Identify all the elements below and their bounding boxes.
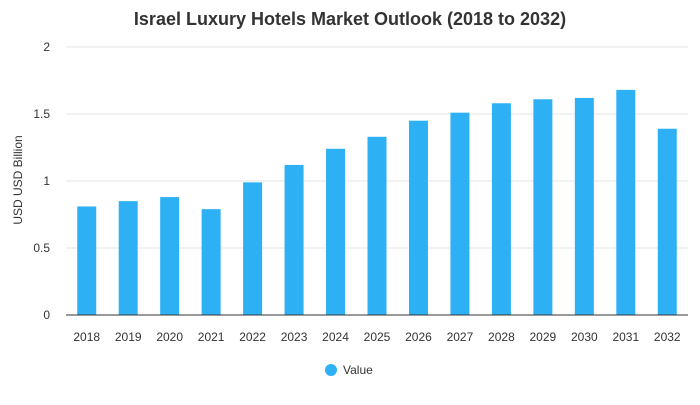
y-tick-label: 1 [43, 174, 50, 188]
x-tick-label: 2028 [488, 330, 515, 344]
bar-2026[interactable] [408, 120, 428, 315]
x-tick-label: 2025 [364, 330, 391, 344]
bar-2023[interactable] [284, 164, 304, 315]
chart-title: Israel Luxury Hotels Market Outlook (201… [134, 9, 566, 29]
bar-2022[interactable] [243, 182, 263, 315]
x-tick-label: 2026 [405, 330, 432, 344]
y-tick-label: 1.5 [33, 107, 50, 121]
x-tick-label: 2032 [654, 330, 681, 344]
x-tick-label: 2029 [530, 330, 557, 344]
y-axis-label: USD USD Billion [11, 135, 25, 224]
x-tick-label: 2022 [239, 330, 266, 344]
y-tick-label: 0.5 [33, 241, 50, 255]
bar-2018[interactable] [77, 206, 97, 315]
bar-2030[interactable] [574, 97, 594, 315]
y-tick-labels: 0 0.5 1 1.5 2 [33, 40, 50, 322]
bar-2021[interactable] [201, 209, 221, 315]
legend[interactable]: Value [325, 363, 373, 377]
x-tick-label: 2030 [571, 330, 598, 344]
bar-2032[interactable] [657, 128, 677, 315]
bar-2031[interactable] [616, 89, 636, 315]
bar-2025[interactable] [367, 136, 387, 315]
bars [77, 89, 677, 315]
x-tick-label: 2020 [156, 330, 183, 344]
bar-2027[interactable] [450, 112, 470, 315]
x-tick-label: 2031 [612, 330, 639, 344]
bar-2019[interactable] [118, 201, 138, 315]
x-tick-label: 2024 [322, 330, 349, 344]
x-tick-label: 2023 [281, 330, 308, 344]
x-tick-label: 2019 [115, 330, 142, 344]
x-tick-labels: 2018 2019 2020 2021 2022 2023 2024 2025 2026 2027… [73, 330, 681, 344]
x-tick-label: 2027 [447, 330, 474, 344]
x-tick-label: 2021 [198, 330, 225, 344]
legend-swatch-icon [325, 364, 337, 376]
y-tick-label: 0 [43, 308, 50, 322]
bar-2020[interactable] [160, 197, 180, 315]
x-tick-label: 2018 [73, 330, 100, 344]
bar-2029[interactable] [533, 99, 553, 315]
legend-label: Value [343, 363, 373, 377]
bar-2024[interactable] [326, 148, 346, 315]
bar-2028[interactable] [491, 103, 511, 315]
y-tick-label: 2 [43, 40, 50, 54]
